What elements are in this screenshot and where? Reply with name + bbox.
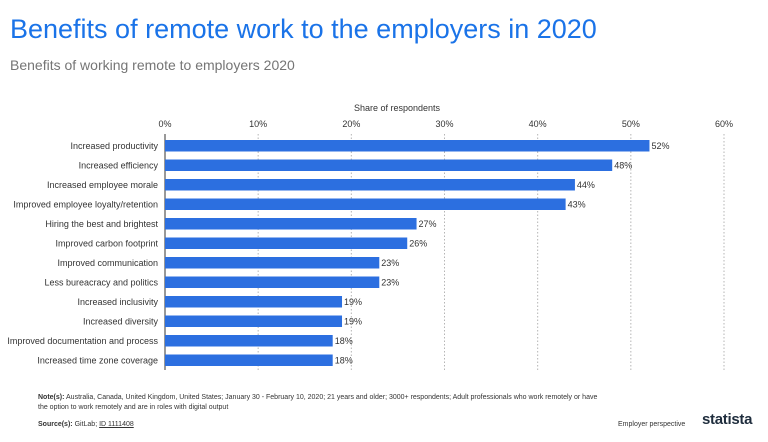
bar — [165, 354, 333, 366]
bar — [165, 335, 333, 347]
x-tick-label: 10% — [249, 119, 267, 129]
bar — [165, 179, 575, 191]
x-tick-label: 20% — [342, 119, 360, 129]
x-tick-label: 40% — [529, 119, 547, 129]
x-axis-ticks: 0% 10% 20% 30% 40% 50% 60% — [158, 119, 733, 129]
value-label: 52% — [651, 141, 669, 151]
bar-chart: Share of respondents 0% 10% 20% 30% 40% 50% 60… — [7, 103, 733, 370]
sources: Source(s): GitLab; ID 1111408 — [38, 421, 134, 428]
value-label: 18% — [335, 355, 353, 365]
category-label: Improved employee loyalty/retention — [13, 199, 158, 209]
chart-subtitle: Benefits of working remote to employers … — [10, 57, 295, 73]
bar — [165, 276, 380, 288]
category-labels: Increased productivity Increased efficien… — [7, 141, 158, 366]
value-label: 18% — [335, 336, 353, 346]
bar — [165, 315, 343, 327]
category-label: Increased time zone coverage — [37, 355, 158, 365]
x-axis-title: Share of respondents — [354, 103, 441, 113]
perspective-label: Employer perspective — [618, 421, 686, 428]
source-link[interactable]: ID 1111408 — [99, 421, 134, 428]
bar — [165, 296, 343, 308]
value-label: 23% — [381, 277, 399, 287]
bar — [165, 198, 566, 210]
category-label: Improved communication — [57, 258, 158, 268]
source-label: Source(s): — [38, 421, 73, 428]
statista-logo[interactable]: statista — [702, 411, 753, 428]
notes: Note(s): Australia, Canada, United Kingd… — [38, 393, 598, 413]
bar — [165, 140, 650, 152]
category-label: Increased productivity — [70, 141, 158, 151]
notes-label: Note(s): — [38, 394, 65, 401]
grid-lines — [164, 134, 725, 370]
value-label: 26% — [409, 238, 427, 248]
category-label: Improved carbon footprint — [55, 238, 158, 248]
value-label: 43% — [568, 199, 586, 209]
category-label: Increased efficiency — [79, 160, 159, 170]
category-label: Improved documentation and process — [7, 336, 158, 346]
bar — [165, 237, 408, 249]
category-label: Hiring the best and brightest — [45, 219, 158, 229]
x-tick-label: 30% — [435, 119, 453, 129]
bar — [165, 159, 613, 171]
source-text: GitLab; — [74, 421, 98, 428]
notes-text: Australia, Canada, United Kingdom, Unite… — [38, 394, 598, 411]
bar — [165, 218, 417, 230]
value-label: 27% — [419, 219, 437, 229]
category-label: Less bureacracy and politics — [44, 277, 158, 287]
x-tick-label: 50% — [622, 119, 640, 129]
category-label: Increased inclusivity — [77, 297, 158, 307]
x-tick-label: 0% — [158, 119, 171, 129]
x-tick-label: 60% — [715, 119, 733, 129]
bar — [165, 257, 380, 269]
chart-title: Benefits of remote work to the employers… — [10, 14, 597, 44]
bars — [165, 140, 650, 366]
value-label: 23% — [381, 258, 399, 268]
category-label: Increased diversity — [83, 316, 159, 326]
category-label: Increased employee morale — [47, 180, 158, 190]
value-labels: 52% 48% 44% 43% 27% 26% 23% 23% 19% 19% 18% 18% — [335, 141, 670, 366]
value-label: 19% — [344, 316, 362, 326]
value-label: 44% — [577, 180, 595, 190]
value-label: 48% — [614, 160, 632, 170]
value-label: 19% — [344, 297, 362, 307]
